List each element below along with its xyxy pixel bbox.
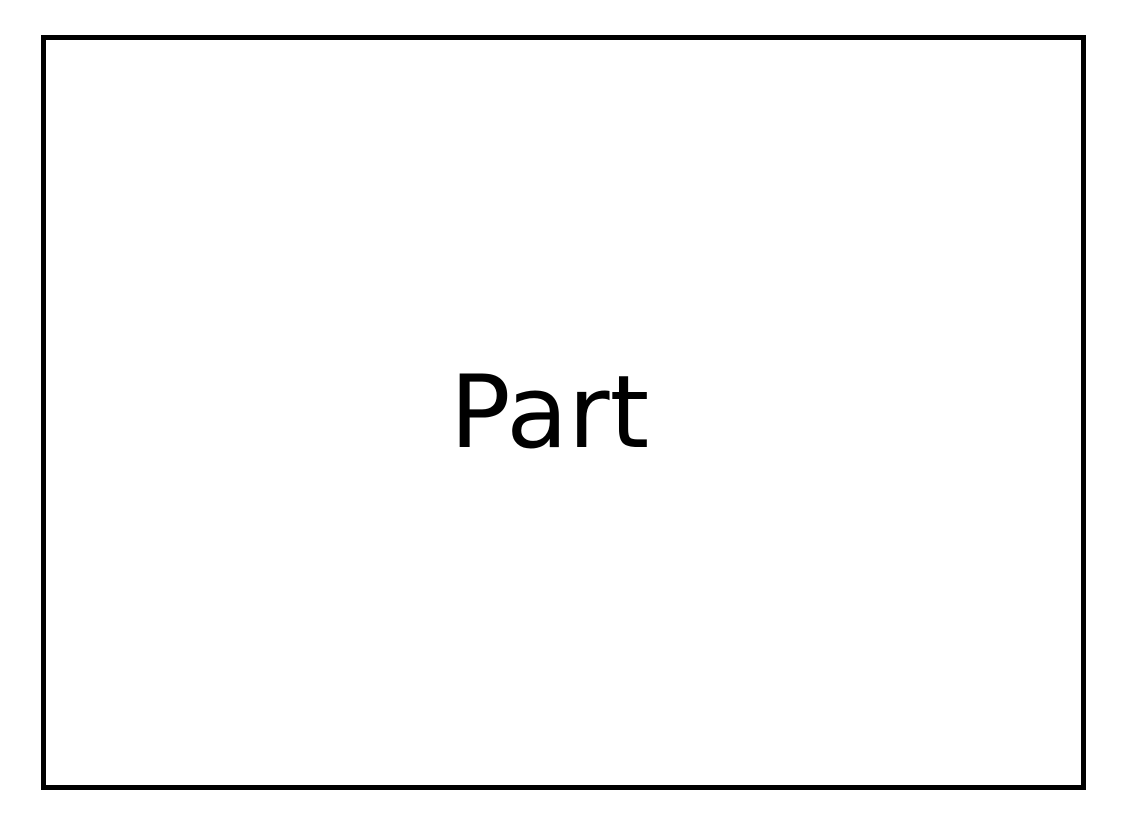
part-label: Part xyxy=(449,353,650,471)
part-box: Part xyxy=(41,35,1086,790)
